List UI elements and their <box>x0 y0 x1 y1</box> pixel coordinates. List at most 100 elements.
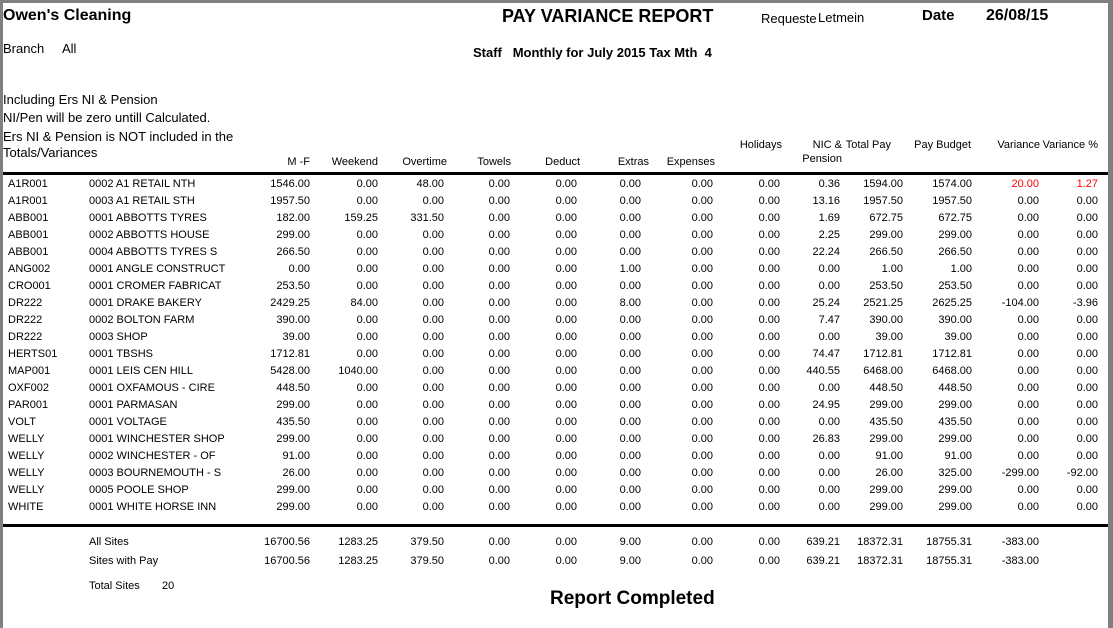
cell-weekend: 0.00 <box>356 382 378 394</box>
cell-total-pay: 1594.00 <box>863 178 903 190</box>
total-cell-label: All Sites <box>89 536 129 548</box>
cell-overtime: 0.00 <box>422 416 444 428</box>
total-sites-label: Total Sites <box>89 580 140 592</box>
cell-pay-budget: 299.00 <box>938 433 972 445</box>
cell-expenses: 0.00 <box>691 229 713 241</box>
cell-towels: 0.00 <box>488 297 510 309</box>
cell-nic: 0.00 <box>818 416 840 428</box>
cell-code: WELLY <box>8 433 45 445</box>
cell-nic: 24.95 <box>812 399 840 411</box>
cell-weekend: 0.00 <box>356 331 378 343</box>
total-cell-expenses: 0.00 <box>691 555 713 567</box>
cell-deduct: 0.00 <box>555 348 577 360</box>
cell-holidays: 0.00 <box>758 433 780 445</box>
cell-variance-pct: 0.00 <box>1076 484 1098 496</box>
cell-total-pay: 266.50 <box>869 246 903 258</box>
cell-variance: 0.00 <box>1017 195 1039 207</box>
cell-holidays: 0.00 <box>758 501 780 513</box>
cell-pay-budget: 253.50 <box>938 280 972 292</box>
cell-total-pay: 1957.50 <box>863 195 903 207</box>
date-label: Date <box>922 7 955 24</box>
cell-expenses: 0.00 <box>691 263 713 275</box>
cell-deduct: 0.00 <box>555 297 577 309</box>
cell-variance: -104.00 <box>1001 297 1039 309</box>
cell-variance: 0.00 <box>1017 416 1039 428</box>
cell-code: DR222 <box>8 297 43 309</box>
cell-towels: 0.00 <box>488 314 510 326</box>
cell-variance: 0.00 <box>1017 450 1039 462</box>
cell-site: 0001 VOLTAGE <box>89 416 167 428</box>
total-cell-variance: -383.00 <box>1001 536 1039 548</box>
cell-total-pay: 2521.25 <box>863 297 903 309</box>
cell-weekend: 84.00 <box>350 297 378 309</box>
cell-mf: 91.00 <box>282 450 310 462</box>
cell-variance-pct: 0.00 <box>1076 229 1098 241</box>
cell-total-pay: 299.00 <box>869 433 903 445</box>
cell-variance-pct: 0.00 <box>1076 348 1098 360</box>
cell-weekend: 0.00 <box>356 314 378 326</box>
cell-overtime: 48.00 <box>416 178 444 190</box>
cell-total-pay: 448.50 <box>869 382 903 394</box>
cell-nic: 1.69 <box>818 212 840 224</box>
cell-code: A1R001 <box>8 178 48 190</box>
cell-nic: 0.00 <box>818 382 840 394</box>
cell-towels: 0.00 <box>488 212 510 224</box>
total-cell-expenses: 0.00 <box>691 536 713 548</box>
cell-code: DR222 <box>8 331 43 343</box>
cell-pay-budget: 39.00 <box>944 331 972 343</box>
cell-deduct: 0.00 <box>555 263 577 275</box>
cell-total-pay: 26.00 <box>875 467 903 479</box>
cell-pay-budget: 299.00 <box>938 501 972 513</box>
company-name: Owen's Cleaning <box>3 7 132 24</box>
cell-weekend: 0.00 <box>356 501 378 513</box>
cell-holidays: 0.00 <box>758 399 780 411</box>
cell-nic: 0.00 <box>818 467 840 479</box>
cell-expenses: 0.00 <box>691 314 713 326</box>
cell-variance: 0.00 <box>1017 229 1039 241</box>
col-header-towels: Towels <box>477 156 511 168</box>
cell-weekend: 0.00 <box>356 399 378 411</box>
total-cell-towels: 0.00 <box>488 555 510 567</box>
report-page: Owen's Cleaning PAY VARIANCE REPORT Requ… <box>3 3 1108 628</box>
total-cell-label: Sites with Pay <box>89 555 159 567</box>
total-cell-extras: 9.00 <box>619 555 641 567</box>
table-row: ANG002 0001 ANGLE CONSTRUCT 0.00 0.00 0.00 0.… <box>3 261 1108 278</box>
cell-overtime: 0.00 <box>422 229 444 241</box>
cell-weekend: 0.00 <box>356 280 378 292</box>
cell-expenses: 0.00 <box>691 382 713 394</box>
total-cell-overtime: 379.50 <box>410 536 444 548</box>
cell-holidays: 0.00 <box>758 331 780 343</box>
cell-overtime: 0.00 <box>422 263 444 275</box>
cell-deduct: 0.00 <box>555 246 577 258</box>
cell-variance-pct: 0.00 <box>1076 416 1098 428</box>
cell-deduct: 0.00 <box>555 178 577 190</box>
total-cell-nic: 639.21 <box>806 555 840 567</box>
cell-overtime: 0.00 <box>422 450 444 462</box>
cell-weekend: 0.00 <box>356 178 378 190</box>
cell-nic: 0.00 <box>818 263 840 275</box>
cell-pay-budget: 6468.00 <box>932 365 972 377</box>
cell-variance-pct: 0.00 <box>1076 280 1098 292</box>
cell-extras: 0.00 <box>619 331 641 343</box>
cell-nic: 2.25 <box>818 229 840 241</box>
cell-weekend: 0.00 <box>356 229 378 241</box>
cell-mf: 182.00 <box>276 212 310 224</box>
cell-deduct: 0.00 <box>555 501 577 513</box>
cell-code: ABB001 <box>8 229 49 241</box>
cell-site: 0002 BOLTON FARM <box>89 314 195 326</box>
total-cell-weekend: 1283.25 <box>338 555 378 567</box>
cell-code: PAR001 <box>8 399 49 411</box>
totals-row: Sites with Pay 16700.56 1283.25 379.50 0.00 0… <box>3 553 1108 572</box>
cell-variance-pct: -3.96 <box>1072 297 1098 309</box>
cell-deduct: 0.00 <box>555 331 577 343</box>
cell-total-pay: 299.00 <box>869 484 903 496</box>
cell-variance: 0.00 <box>1017 484 1039 496</box>
cell-mf: 39.00 <box>282 331 310 343</box>
cell-variance: 0.00 <box>1017 382 1039 394</box>
cell-extras: 0.00 <box>619 484 641 496</box>
cell-mf: 299.00 <box>276 229 310 241</box>
table-row: DR222 0002 BOLTON FARM 390.00 0.00 0.00 0.00 0… <box>3 312 1108 329</box>
total-cell-total-pay: 18372.31 <box>857 555 903 567</box>
table-row: ABB001 0001 ABBOTTS TYRES 182.00 159.25 331.… <box>3 210 1108 227</box>
cell-towels: 0.00 <box>488 331 510 343</box>
